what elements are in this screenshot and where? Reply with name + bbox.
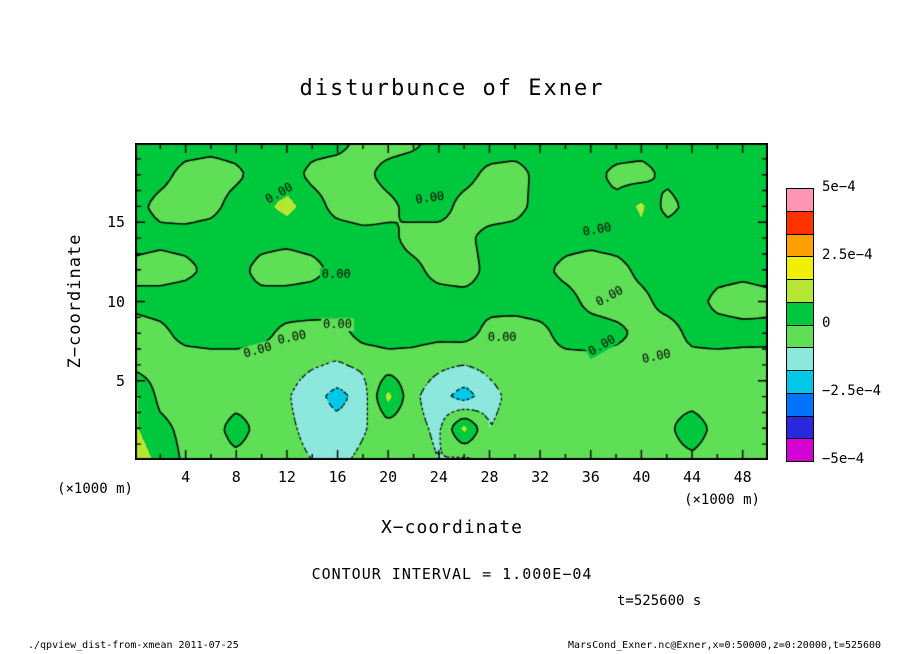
- colorbar-segment: [787, 256, 813, 279]
- contour-canvas: [135, 143, 768, 460]
- x-tick-label: 20: [379, 468, 398, 486]
- x-axis-label: X−coordinate: [380, 517, 524, 538]
- colorbar-segment: [787, 415, 813, 439]
- colorbar-segment: [787, 301, 813, 325]
- colorbar-segment: [787, 392, 813, 416]
- colorbar-segment: [787, 210, 813, 234]
- colorbar-tick-label: −2.5e−4: [822, 383, 882, 399]
- y-axis-label: Z−coordinate: [65, 233, 85, 369]
- colorbar-segment: [787, 347, 813, 370]
- colorbar-tick-label: 0: [822, 315, 831, 331]
- contour-interval-text: CONTOUR INTERVAL = 1.000E−04: [311, 565, 593, 583]
- time-annotation: t=525600 s: [617, 593, 702, 609]
- y-tick-label: 10: [106, 292, 125, 311]
- x-tick-label: 8: [231, 468, 241, 486]
- y-tick-label: 5: [115, 371, 125, 390]
- colorbar-tick-label: 2.5e−4: [822, 247, 873, 263]
- colorbar-segment: [787, 438, 813, 461]
- colorbar-segment: [787, 279, 813, 302]
- footer-source-line: MarsCond_Exner.nc@Exner,x=0:50000,z=0:20…: [568, 640, 882, 651]
- x-axis-unit-label: (×1000 m): [684, 492, 760, 508]
- colorbar-segment: [787, 233, 813, 257]
- colorbar-segment: [787, 189, 813, 211]
- x-tick-label: 28: [480, 468, 499, 486]
- x-tick-label: 44: [683, 468, 702, 486]
- y-tick-label: 15: [106, 213, 125, 232]
- y-axis-unit-label: (×1000 m): [57, 481, 133, 497]
- x-tick-label: 24: [429, 468, 448, 486]
- plot-title: disturbunce of Exner: [299, 76, 605, 101]
- x-tick-label: 16: [328, 468, 347, 486]
- x-tick-label: 36: [581, 468, 600, 486]
- footer-command-line: ./qpview_dist-from-xmean 2011-07-25: [28, 640, 239, 651]
- x-tick-label: 4: [181, 468, 191, 486]
- colorbar-segment: [787, 324, 813, 348]
- x-tick-label: 32: [531, 468, 550, 486]
- colorbar-segment: [787, 370, 813, 393]
- x-tick-label: 48: [733, 468, 752, 486]
- colorbar-tick-label: −5e−4: [822, 451, 865, 467]
- x-tick-label: 12: [277, 468, 296, 486]
- colorbar: [786, 188, 814, 462]
- colorbar-tick-label: 5e−4: [822, 179, 856, 195]
- x-tick-label: 40: [632, 468, 651, 486]
